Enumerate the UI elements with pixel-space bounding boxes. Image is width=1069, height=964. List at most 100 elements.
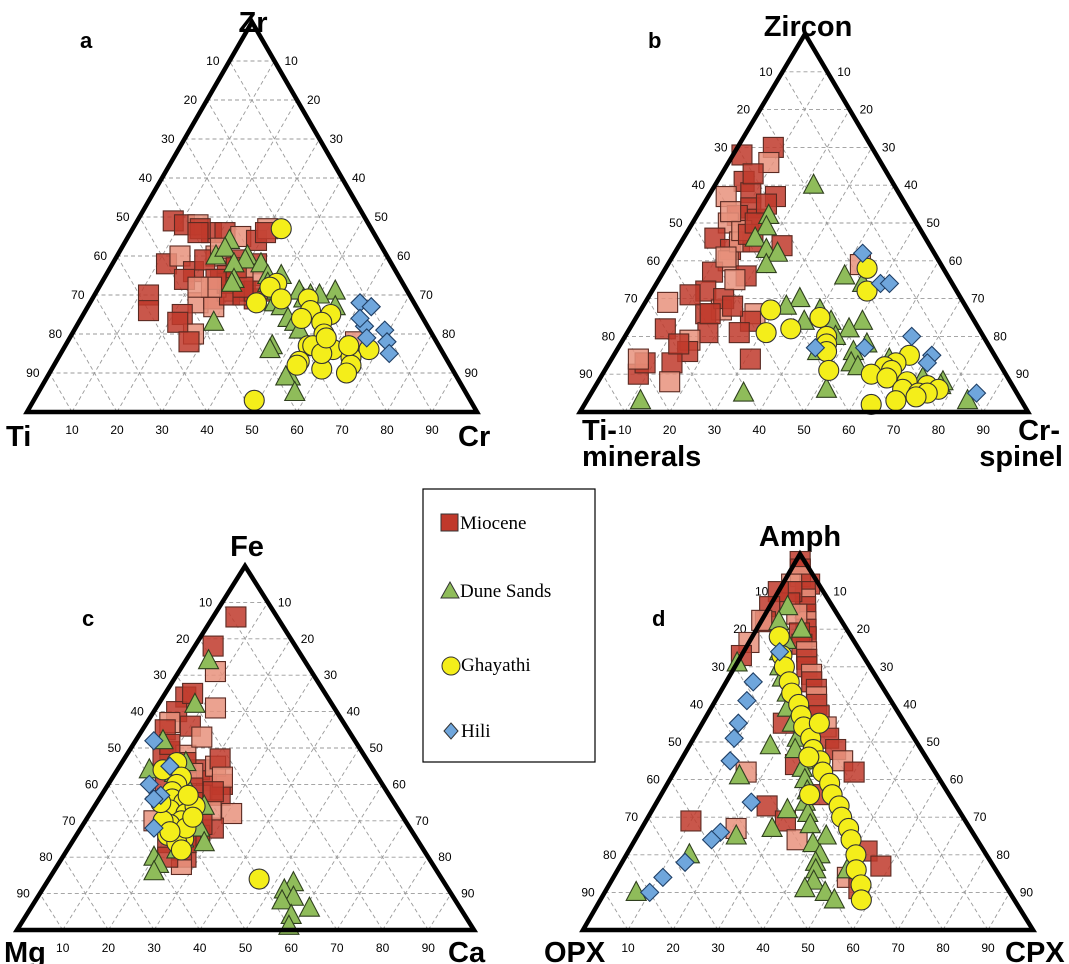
grid-line <box>245 747 360 931</box>
ghayathi-point <box>159 821 181 843</box>
miocene-point <box>167 311 189 333</box>
miocene-point <box>204 697 227 719</box>
tick-label-bottom: 10 <box>621 941 635 955</box>
hili-point <box>769 641 790 662</box>
tick-label-right: 90 <box>1020 885 1034 899</box>
grid-line <box>62 602 269 931</box>
miocene-point <box>187 276 209 298</box>
hili-point <box>854 337 875 358</box>
tick-label-bottom: 50 <box>239 941 253 955</box>
dune-sands-point <box>775 293 798 315</box>
ternary-panel-a: 10 10 10 20 20 20 30 30 30 40 40 40 50 50 50 60 60 60 70 70… <box>6 7 490 453</box>
tick-label-right: 70 <box>971 292 985 306</box>
dune-sands-point <box>776 797 799 819</box>
dune-sands-point <box>802 173 825 194</box>
tick-label-bottom: 40 <box>200 423 214 437</box>
tick-label-left: 80 <box>49 327 63 341</box>
ghayathi-point <box>860 393 882 415</box>
grid-line <box>431 372 455 413</box>
tick-label-right: 70 <box>415 814 429 828</box>
grid-line <box>604 892 629 931</box>
tick-label-left: 10 <box>199 595 213 609</box>
hili-point <box>701 829 722 850</box>
hili-point <box>379 343 400 364</box>
tick-label-left: 40 <box>690 697 704 711</box>
dune-sands-point <box>833 263 856 285</box>
miocene-point <box>722 295 744 317</box>
miocene-point <box>169 245 191 267</box>
panel-c-frame <box>12 561 479 933</box>
legend-item-ghayathi: Ghayathi <box>441 655 531 676</box>
grid-line <box>62 856 109 931</box>
grid-line <box>85 820 155 931</box>
hili-point <box>917 353 938 373</box>
miocene-point <box>870 855 892 877</box>
panel-a-right-vertex-label: Cr <box>458 421 490 453</box>
ternary-panel-b: 10 10 10 20 20 20 30 30 30 40 40 40 50 50 50 60 60 60 70 70… <box>576 11 1063 473</box>
tick-label-left: 10 <box>755 585 769 599</box>
dune-sands-point <box>214 236 236 257</box>
miocene-point <box>697 322 719 344</box>
tick-label-right: 40 <box>903 697 917 711</box>
miocene-point <box>187 222 209 244</box>
tick-label-right: 30 <box>880 660 894 674</box>
dune-sands-point <box>274 364 297 386</box>
dune-sands-point <box>728 763 751 785</box>
tick-label-right: 90 <box>461 887 475 901</box>
hili-point <box>139 774 160 795</box>
hili-point <box>144 818 164 838</box>
tick-label-right: 30 <box>330 132 344 146</box>
tick-label-right: 90 <box>1016 367 1030 381</box>
miocene-point <box>786 829 808 851</box>
grid-line <box>39 893 64 931</box>
tick-label-left: 50 <box>669 216 683 230</box>
miocene-point <box>679 284 701 306</box>
ghayathi-point <box>270 218 292 240</box>
tick-label-left: 70 <box>71 288 85 302</box>
miocene-point <box>627 348 649 370</box>
grid-line <box>139 216 253 413</box>
miocene-point <box>209 748 231 770</box>
tick-label-bottom: 40 <box>193 941 207 955</box>
grid-line <box>71 60 275 413</box>
dune-sands-point <box>197 648 220 670</box>
grid-line <box>848 260 940 413</box>
tick-label-bottom: 30 <box>708 423 722 437</box>
hili-point <box>737 690 757 711</box>
tick-label-right: 10 <box>285 54 299 68</box>
ghayathi-point <box>780 318 802 340</box>
grid-line <box>897 816 964 931</box>
miocene-point <box>720 201 742 223</box>
tick-label-right: 70 <box>973 810 987 824</box>
tick-label-right: 70 <box>420 288 434 302</box>
tick-label-left: 80 <box>602 329 616 343</box>
ghayathi-point <box>905 386 927 408</box>
ghayathi-point <box>335 362 358 384</box>
miocene-point <box>742 163 764 185</box>
tick-label-right: 50 <box>927 735 941 749</box>
dune-sands-point <box>220 271 243 292</box>
panel-c-left-vertex-label: Mg <box>4 937 46 964</box>
tick-label-bottom: 50 <box>797 423 811 437</box>
panel-d-left-vertex-label: OPX <box>544 937 606 964</box>
tick-label-right: 80 <box>993 329 1007 343</box>
miocene-point <box>758 151 780 174</box>
tick-label-bottom: 90 <box>425 423 439 437</box>
dune-sands-point <box>629 388 652 410</box>
miocene-point <box>191 726 213 748</box>
dune-sands-point <box>744 225 767 247</box>
hili-point <box>144 789 164 809</box>
tick-label-bottom: 70 <box>335 423 349 437</box>
grid-line <box>938 336 984 413</box>
miocene-point <box>739 348 761 370</box>
tick-label-bottom: 20 <box>663 423 677 437</box>
panel-c-right-vertex-label: Ca <box>448 937 486 964</box>
dune-sands-point <box>956 388 979 410</box>
panel-b-grid: 10 10 10 20 20 20 30 30 30 40 40 40 50 50 50 60 60 60 70 70… <box>579 65 1029 437</box>
panel-c-grid: 10 10 10 20 20 20 30 30 30 40 40 40 50 50 50 60 60 60 70 70… <box>16 595 474 955</box>
miocene-point <box>661 352 683 374</box>
dune-sands-point <box>755 252 778 274</box>
dune-sands-point <box>234 247 257 269</box>
dune-sands-point <box>283 380 306 402</box>
